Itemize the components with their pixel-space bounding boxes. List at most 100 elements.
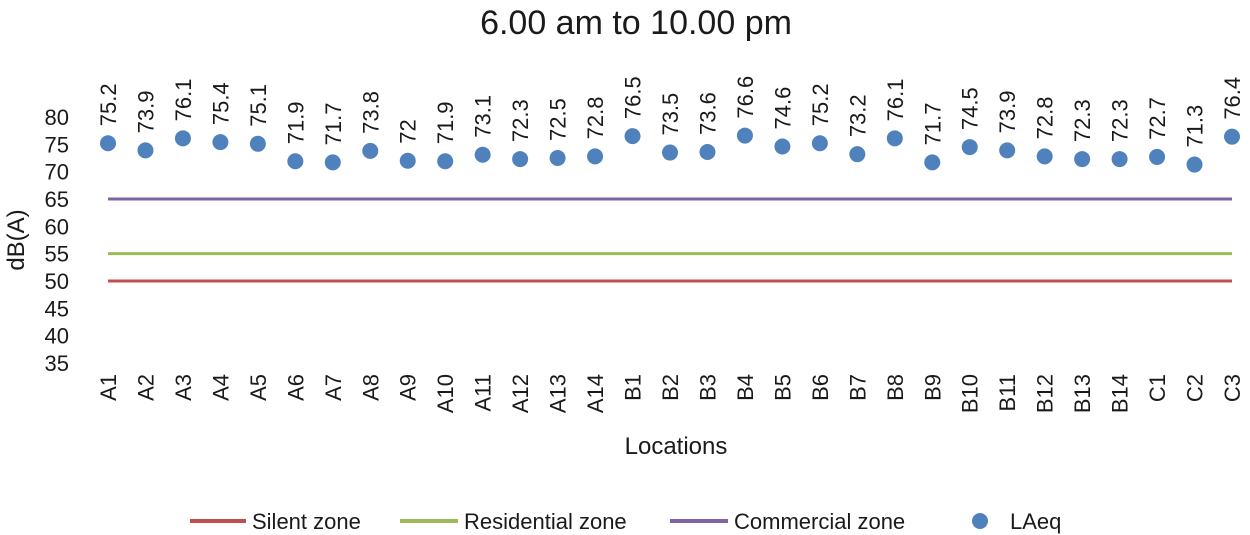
data-label: 73.5 [658,93,683,136]
x-tick-label: A13 [546,374,571,413]
data-label: 76.6 [733,76,758,119]
data-label: 71.3 [1183,105,1208,148]
data-point [699,143,716,160]
x-tick-labels: A1 A2 A3 A4 A5 A6 A7 A8 A9 A10 A11 A12 A13 A14 B1 B2 B3 B… [96,374,1245,413]
data-label: 73.9 [133,91,158,134]
legend: Silent zone Residential zone Commercial zo… [190,509,1061,534]
data-point [137,142,154,159]
y-tick-label: 80 [45,105,69,130]
data-point [587,148,604,165]
data-label: 73.9 [995,91,1020,134]
x-tick-label: A11 [471,374,496,412]
data-point [1074,151,1091,168]
data-label: 74.5 [958,87,983,130]
x-tick-label: C1 [1145,374,1170,402]
data-point [549,150,566,166]
x-tick-label: A8 [358,374,383,401]
legend-label: Silent zone [252,509,361,534]
x-tick-label: A9 [396,374,421,401]
data-point [362,142,379,159]
data-label: 73.2 [845,94,870,137]
data-point [1036,148,1053,165]
data-label: 72.8 [1033,97,1058,140]
y-axis-label: dB(A) [3,209,30,270]
data-point [474,146,491,163]
data-label: 72.3 [508,99,533,142]
x-tick-label: A5 [246,374,271,401]
x-tick-label: B11 [995,374,1020,412]
legend-label: Commercial zone [734,509,905,534]
data-point [212,134,229,151]
data-point [437,153,454,170]
data-point [1186,156,1203,173]
data-label: 73.6 [695,92,720,135]
data-label: 73.1 [471,95,496,138]
legend-swatch [972,513,988,529]
data-label: 76.5 [621,76,646,119]
y-tick-label: 75 [45,132,69,157]
data-point [662,144,678,161]
x-tick-label: A4 [208,374,233,401]
x-tick-label: B7 [845,374,870,401]
x-tick-label: C2 [1183,374,1208,402]
x-tick-label: C3 [1220,374,1245,402]
data-label: 75.1 [246,84,271,127]
data-label: 76.4 [1220,77,1245,120]
x-tick-label: B13 [1070,374,1095,413]
data-label: 72.3 [1070,99,1095,142]
data-point [999,142,1016,159]
data-point [399,152,416,169]
y-tick-label: 35 [45,351,69,376]
y-tick-label: 70 [45,160,69,185]
chart-title: 6.00 am to 10.00 pm [480,4,792,42]
x-tick-label: B10 [958,374,983,413]
x-tick-label: A3 [171,374,196,401]
data-point [287,153,304,170]
x-tick-label: B9 [920,374,945,401]
x-tick-label: B3 [695,374,720,401]
data-label: 73.8 [358,91,383,134]
data-point [1149,148,1166,165]
data-point [1224,128,1240,145]
y-tick-label: 55 [45,242,69,267]
x-tick-label: B8 [883,374,908,401]
x-tick-label: A12 [508,374,533,413]
data-label: 75.2 [96,83,121,126]
data-label: 76.1 [171,78,196,121]
data-point [624,128,641,145]
x-tick-label: B6 [808,374,833,401]
legend-label: LAeq [1010,509,1061,534]
data-point [811,135,828,152]
x-axis-label: Locations [625,433,728,460]
data-label: 72.3 [1108,99,1133,142]
y-tick-label: 40 [45,324,69,349]
data-label: 72.7 [1145,97,1170,140]
data-label: 75.4 [208,82,233,125]
x-tick-label: A10 [433,374,458,413]
data-point [849,146,866,163]
data-labels: 75.2 73.9 76.1 75.4 75.1 71.9 71.7 73.8 72 71.9 73… [96,76,1245,148]
x-tick-label: B4 [733,374,758,401]
data-label: 71.7 [920,103,945,146]
x-tick-label: A7 [321,374,346,401]
x-tick-label: A2 [133,374,158,401]
data-label: 72.8 [583,97,608,140]
x-tick-label: B14 [1108,374,1133,413]
data-point [961,139,978,156]
data-label: 72.5 [546,98,571,141]
data-label: 71.9 [283,101,308,144]
x-tick-label: B12 [1033,374,1058,413]
data-label: 72 [396,119,421,143]
x-tick-label: B2 [658,374,683,401]
legend-label: Residential zone [464,509,627,534]
data-label: 71.7 [321,103,346,146]
zone-lines [108,197,1232,283]
data-point [324,154,341,171]
data-point [924,154,941,171]
y-tick-label: 60 [45,214,69,239]
data-point [736,127,753,144]
x-tick-label: A6 [283,374,308,401]
data-label: 74.6 [770,87,795,130]
